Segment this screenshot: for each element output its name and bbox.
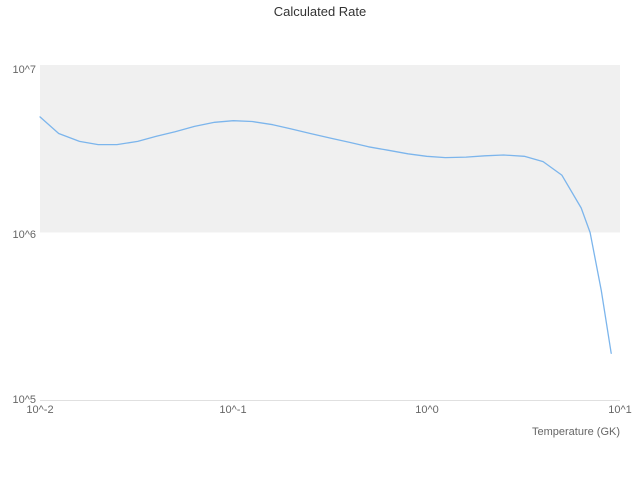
band-rect bbox=[40, 65, 620, 233]
chart-title: Calculated Rate bbox=[273, 4, 367, 19]
x-tick-1e1: 10^1 bbox=[608, 404, 632, 416]
x-axis-title: Temperature (GK) bbox=[531, 426, 620, 438]
y-tick-1e7: 10^7 bbox=[12, 64, 36, 76]
x-tick-1e-2: 10^-2 bbox=[26, 404, 54, 416]
x-tick-1e0: 10^0 bbox=[415, 404, 439, 416]
y-tick-1e5: 10^5 bbox=[12, 394, 36, 406]
x-tick-1e-1: 10^-1 bbox=[219, 404, 247, 416]
y-tick-1e6: 10^6 bbox=[12, 229, 36, 241]
rate-line bbox=[39, 116, 612, 354]
